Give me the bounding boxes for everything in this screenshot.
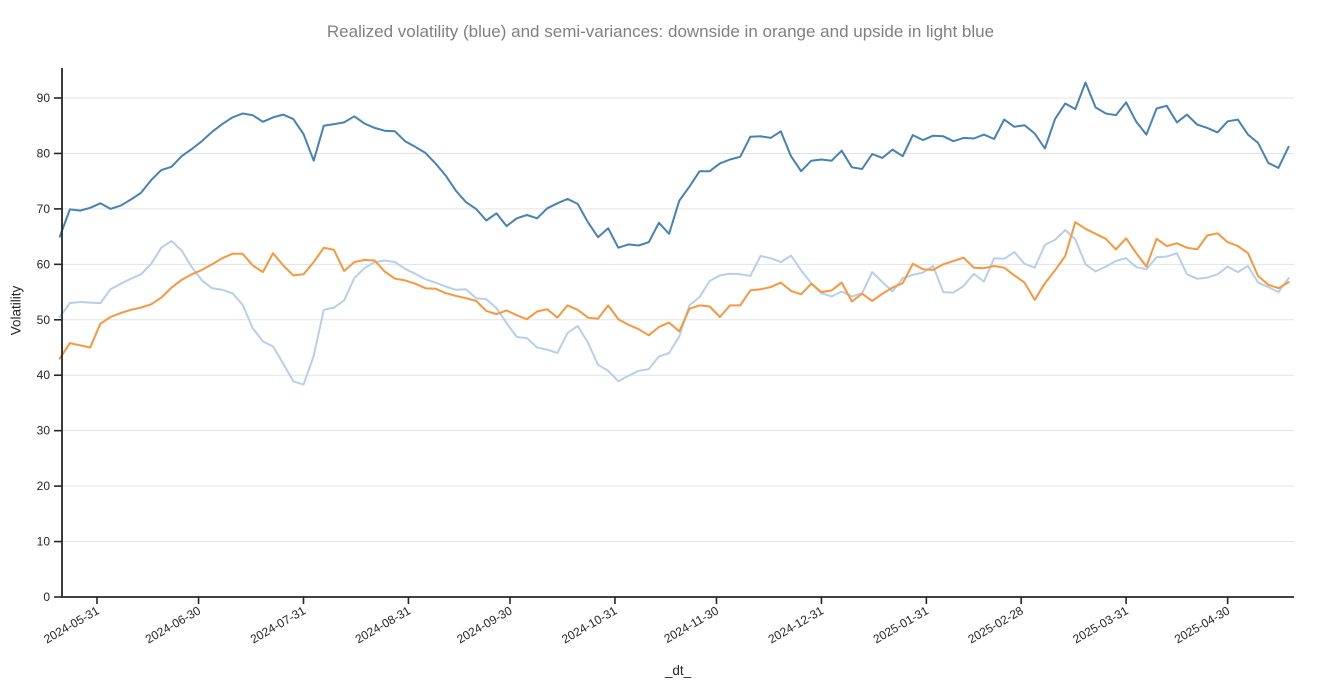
x-tick-label: 2024-06-30: [143, 603, 203, 646]
y-tick-label: 0: [43, 590, 50, 604]
x-tick-label: 2024-10-31: [559, 603, 619, 646]
x-axis-title: _dt_: [664, 663, 692, 678]
x-tick-label: 2025-01-31: [871, 603, 931, 646]
series-line-realized_volatility: [58, 81, 1290, 249]
y-tick-label: 30: [37, 424, 51, 438]
x-tick-label: 2024-11-30: [662, 603, 722, 646]
y-tick-label: 10: [37, 535, 51, 549]
x-tick-label: 2024-08-31: [353, 603, 413, 646]
y-tick-label: 20: [37, 479, 51, 493]
x-tick-label: 2025-03-31: [1070, 603, 1130, 646]
y-axis-title: Volatility: [8, 285, 24, 336]
x-tick-label: 2025-02-28: [965, 603, 1025, 646]
y-tick-label: 50: [37, 313, 51, 327]
x-tick-label: 2025-04-30: [1172, 603, 1232, 646]
series-line-upside_semivariance: [58, 229, 1290, 386]
chart-title: Realized volatility (blue) and semi-vari…: [326, 22, 995, 41]
y-tick-label: 40: [37, 368, 51, 382]
axes: 0 10 20 30 40 50 60 70 80 90 2024-05-31 2024-06-30 2…: [37, 68, 1294, 646]
y-tick-label: 70: [37, 202, 51, 216]
series-lines: [58, 81, 1290, 386]
y-tick-label: 60: [37, 257, 51, 271]
y-tick-label: 80: [37, 146, 51, 160]
x-tick-label: 2024-05-31: [41, 603, 101, 646]
y-tick-label: 90: [37, 91, 51, 105]
x-tick-label: 2024-07-31: [248, 603, 308, 646]
gridlines: [62, 97, 1294, 598]
x-tick-label: 2024-09-30: [454, 603, 514, 646]
x-tick-label: 2024-12-31: [766, 603, 826, 646]
series-line-downside_semivariance: [58, 221, 1290, 360]
